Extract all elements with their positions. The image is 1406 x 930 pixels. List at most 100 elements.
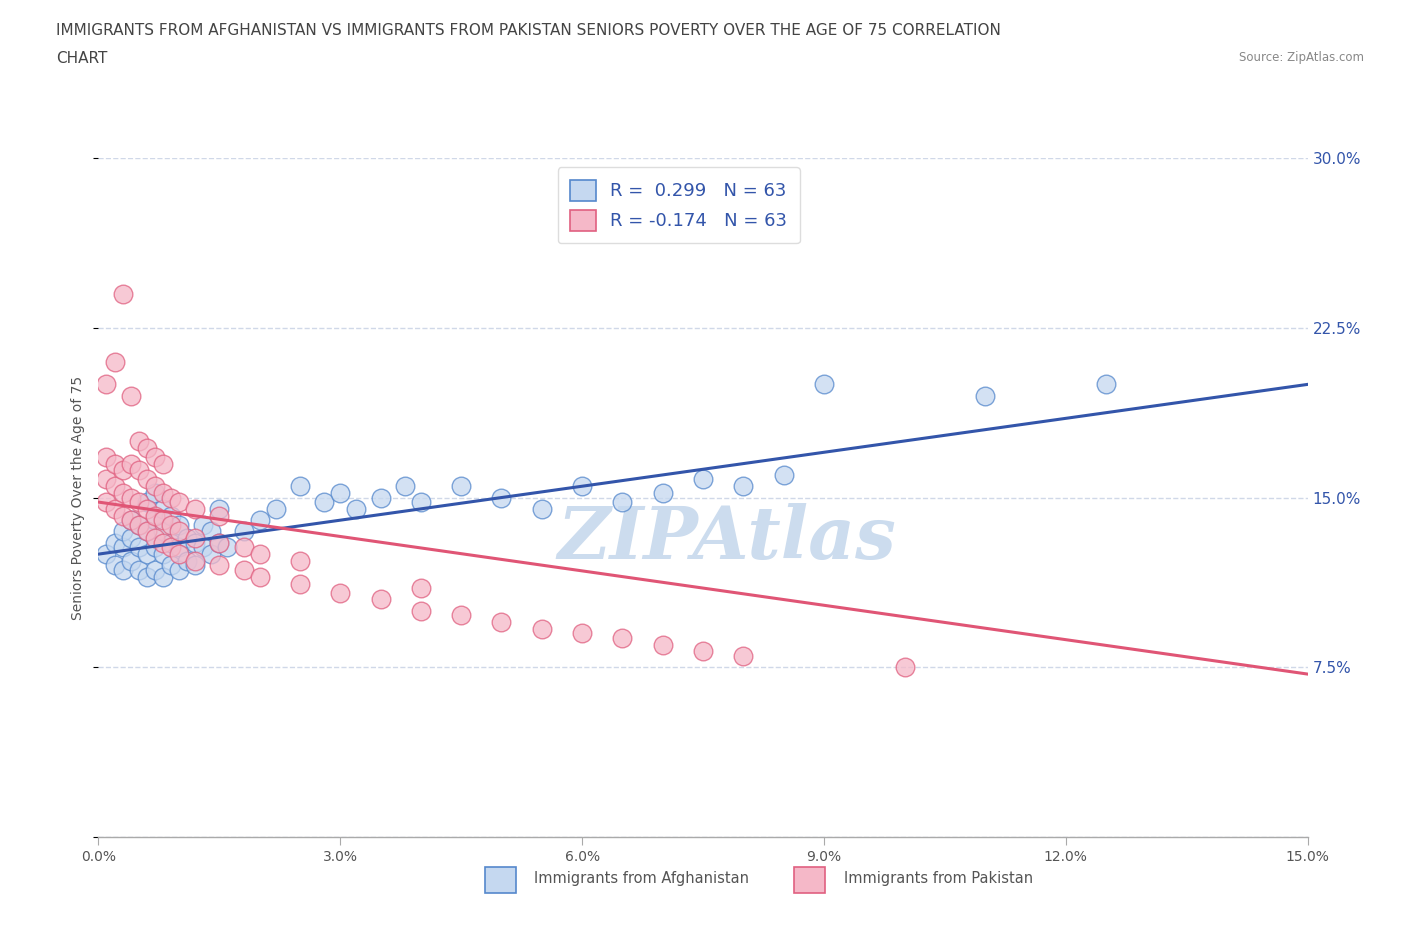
Point bbox=[692, 472, 714, 487]
Point bbox=[176, 531, 198, 546]
Point bbox=[120, 490, 142, 505]
Point bbox=[974, 389, 997, 404]
Point bbox=[813, 377, 835, 392]
Point bbox=[772, 468, 794, 483]
Point bbox=[111, 563, 134, 578]
Point bbox=[143, 485, 166, 500]
Point bbox=[152, 457, 174, 472]
Point bbox=[160, 536, 183, 551]
Point bbox=[409, 604, 432, 618]
Point bbox=[208, 536, 231, 551]
Point bbox=[249, 547, 271, 562]
Point bbox=[249, 512, 271, 527]
Point bbox=[128, 463, 150, 478]
Point bbox=[103, 558, 125, 573]
Point bbox=[128, 433, 150, 448]
Point bbox=[249, 569, 271, 584]
Point bbox=[184, 553, 207, 568]
Text: ZIPAtlas: ZIPAtlas bbox=[558, 503, 897, 574]
Point bbox=[143, 479, 166, 494]
Point bbox=[120, 512, 142, 527]
Point bbox=[167, 540, 190, 555]
Text: Immigrants from Afghanistan: Immigrants from Afghanistan bbox=[534, 871, 749, 886]
Point bbox=[288, 576, 311, 591]
Point bbox=[167, 495, 190, 510]
Point bbox=[184, 536, 207, 551]
Point bbox=[135, 569, 157, 584]
Point bbox=[232, 540, 254, 555]
Point bbox=[176, 553, 198, 568]
Point bbox=[208, 501, 231, 516]
Point bbox=[96, 449, 118, 464]
Point bbox=[111, 286, 134, 301]
Point bbox=[111, 485, 134, 500]
Point bbox=[409, 495, 432, 510]
Point bbox=[135, 547, 157, 562]
Point bbox=[120, 457, 142, 472]
Point bbox=[135, 524, 157, 538]
Point bbox=[184, 501, 207, 516]
Point bbox=[152, 547, 174, 562]
Point bbox=[394, 479, 416, 494]
Point bbox=[329, 485, 352, 500]
Point bbox=[288, 553, 311, 568]
Point bbox=[143, 449, 166, 464]
Point bbox=[128, 495, 150, 510]
Point bbox=[344, 501, 367, 516]
Point bbox=[733, 648, 755, 663]
Point bbox=[491, 490, 513, 505]
Point bbox=[120, 512, 142, 527]
Point bbox=[152, 524, 174, 538]
Point bbox=[160, 540, 183, 555]
Point bbox=[200, 547, 222, 562]
Point bbox=[193, 540, 215, 555]
Point bbox=[409, 580, 432, 595]
Point bbox=[152, 569, 174, 584]
Text: Source: ZipAtlas.com: Source: ZipAtlas.com bbox=[1239, 51, 1364, 64]
Point bbox=[152, 485, 174, 500]
Point bbox=[103, 536, 125, 551]
Point bbox=[152, 536, 174, 551]
Point bbox=[143, 531, 166, 546]
Point bbox=[264, 501, 287, 516]
Point bbox=[167, 524, 190, 538]
Point bbox=[111, 463, 134, 478]
Point bbox=[530, 501, 553, 516]
Point bbox=[96, 377, 118, 392]
Point bbox=[329, 585, 352, 600]
Point bbox=[184, 558, 207, 573]
Point bbox=[103, 479, 125, 494]
Point bbox=[651, 485, 673, 500]
Point bbox=[450, 479, 472, 494]
Point bbox=[692, 644, 714, 658]
Point bbox=[651, 637, 673, 652]
Point bbox=[143, 508, 166, 523]
Point bbox=[160, 490, 183, 505]
Legend: R =  0.299   N = 63, R = -0.174   N = 63: R = 0.299 N = 63, R = -0.174 N = 63 bbox=[558, 167, 800, 243]
Point bbox=[111, 524, 134, 538]
Text: Immigrants from Pakistan: Immigrants from Pakistan bbox=[844, 871, 1033, 886]
Point bbox=[128, 540, 150, 555]
Point bbox=[96, 495, 118, 510]
Point bbox=[370, 592, 392, 607]
Point bbox=[111, 540, 134, 555]
Point bbox=[143, 563, 166, 578]
Point bbox=[612, 495, 634, 510]
Point bbox=[143, 540, 166, 555]
Point bbox=[143, 512, 166, 527]
Point bbox=[167, 547, 190, 562]
Point bbox=[232, 563, 254, 578]
Point bbox=[208, 558, 231, 573]
Point bbox=[612, 631, 634, 645]
Point bbox=[167, 517, 190, 532]
Point bbox=[120, 531, 142, 546]
Point bbox=[160, 558, 183, 573]
Point bbox=[314, 495, 336, 510]
Point bbox=[120, 389, 142, 404]
Point bbox=[232, 524, 254, 538]
Point bbox=[135, 501, 157, 516]
Point bbox=[160, 508, 183, 523]
Point bbox=[128, 563, 150, 578]
Point bbox=[450, 608, 472, 623]
Point bbox=[103, 501, 125, 516]
